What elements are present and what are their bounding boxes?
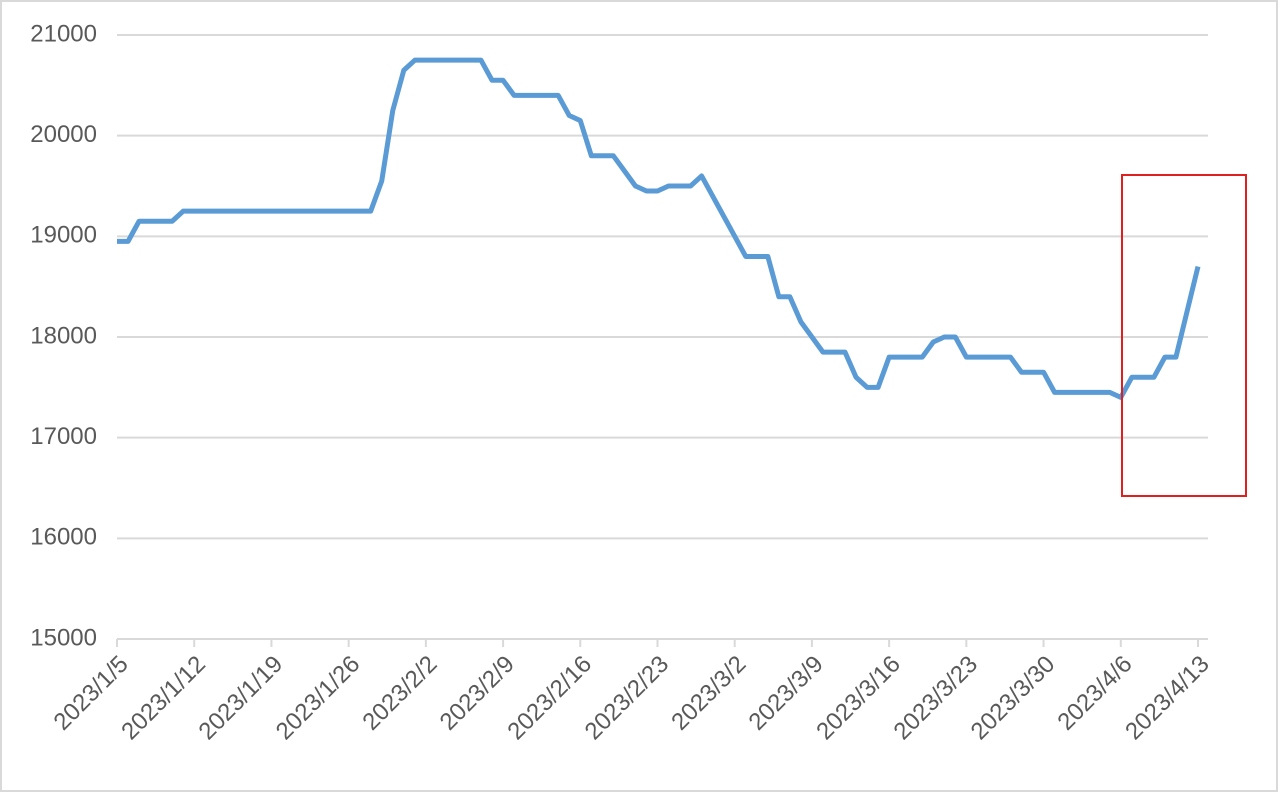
- y-tick-label: 21000: [30, 20, 97, 47]
- highlight-box: [1121, 174, 1247, 497]
- y-tick-label: 19000: [30, 222, 97, 249]
- y-tick-label: 15000: [30, 624, 97, 651]
- plot: [117, 57, 1201, 400]
- y-tick-label: 17000: [30, 423, 97, 450]
- y-tick-label: 20000: [30, 121, 97, 148]
- y-tick-label: 16000: [30, 524, 97, 551]
- y-tick-label: 18000: [30, 322, 97, 349]
- line: [117, 57, 1201, 400]
